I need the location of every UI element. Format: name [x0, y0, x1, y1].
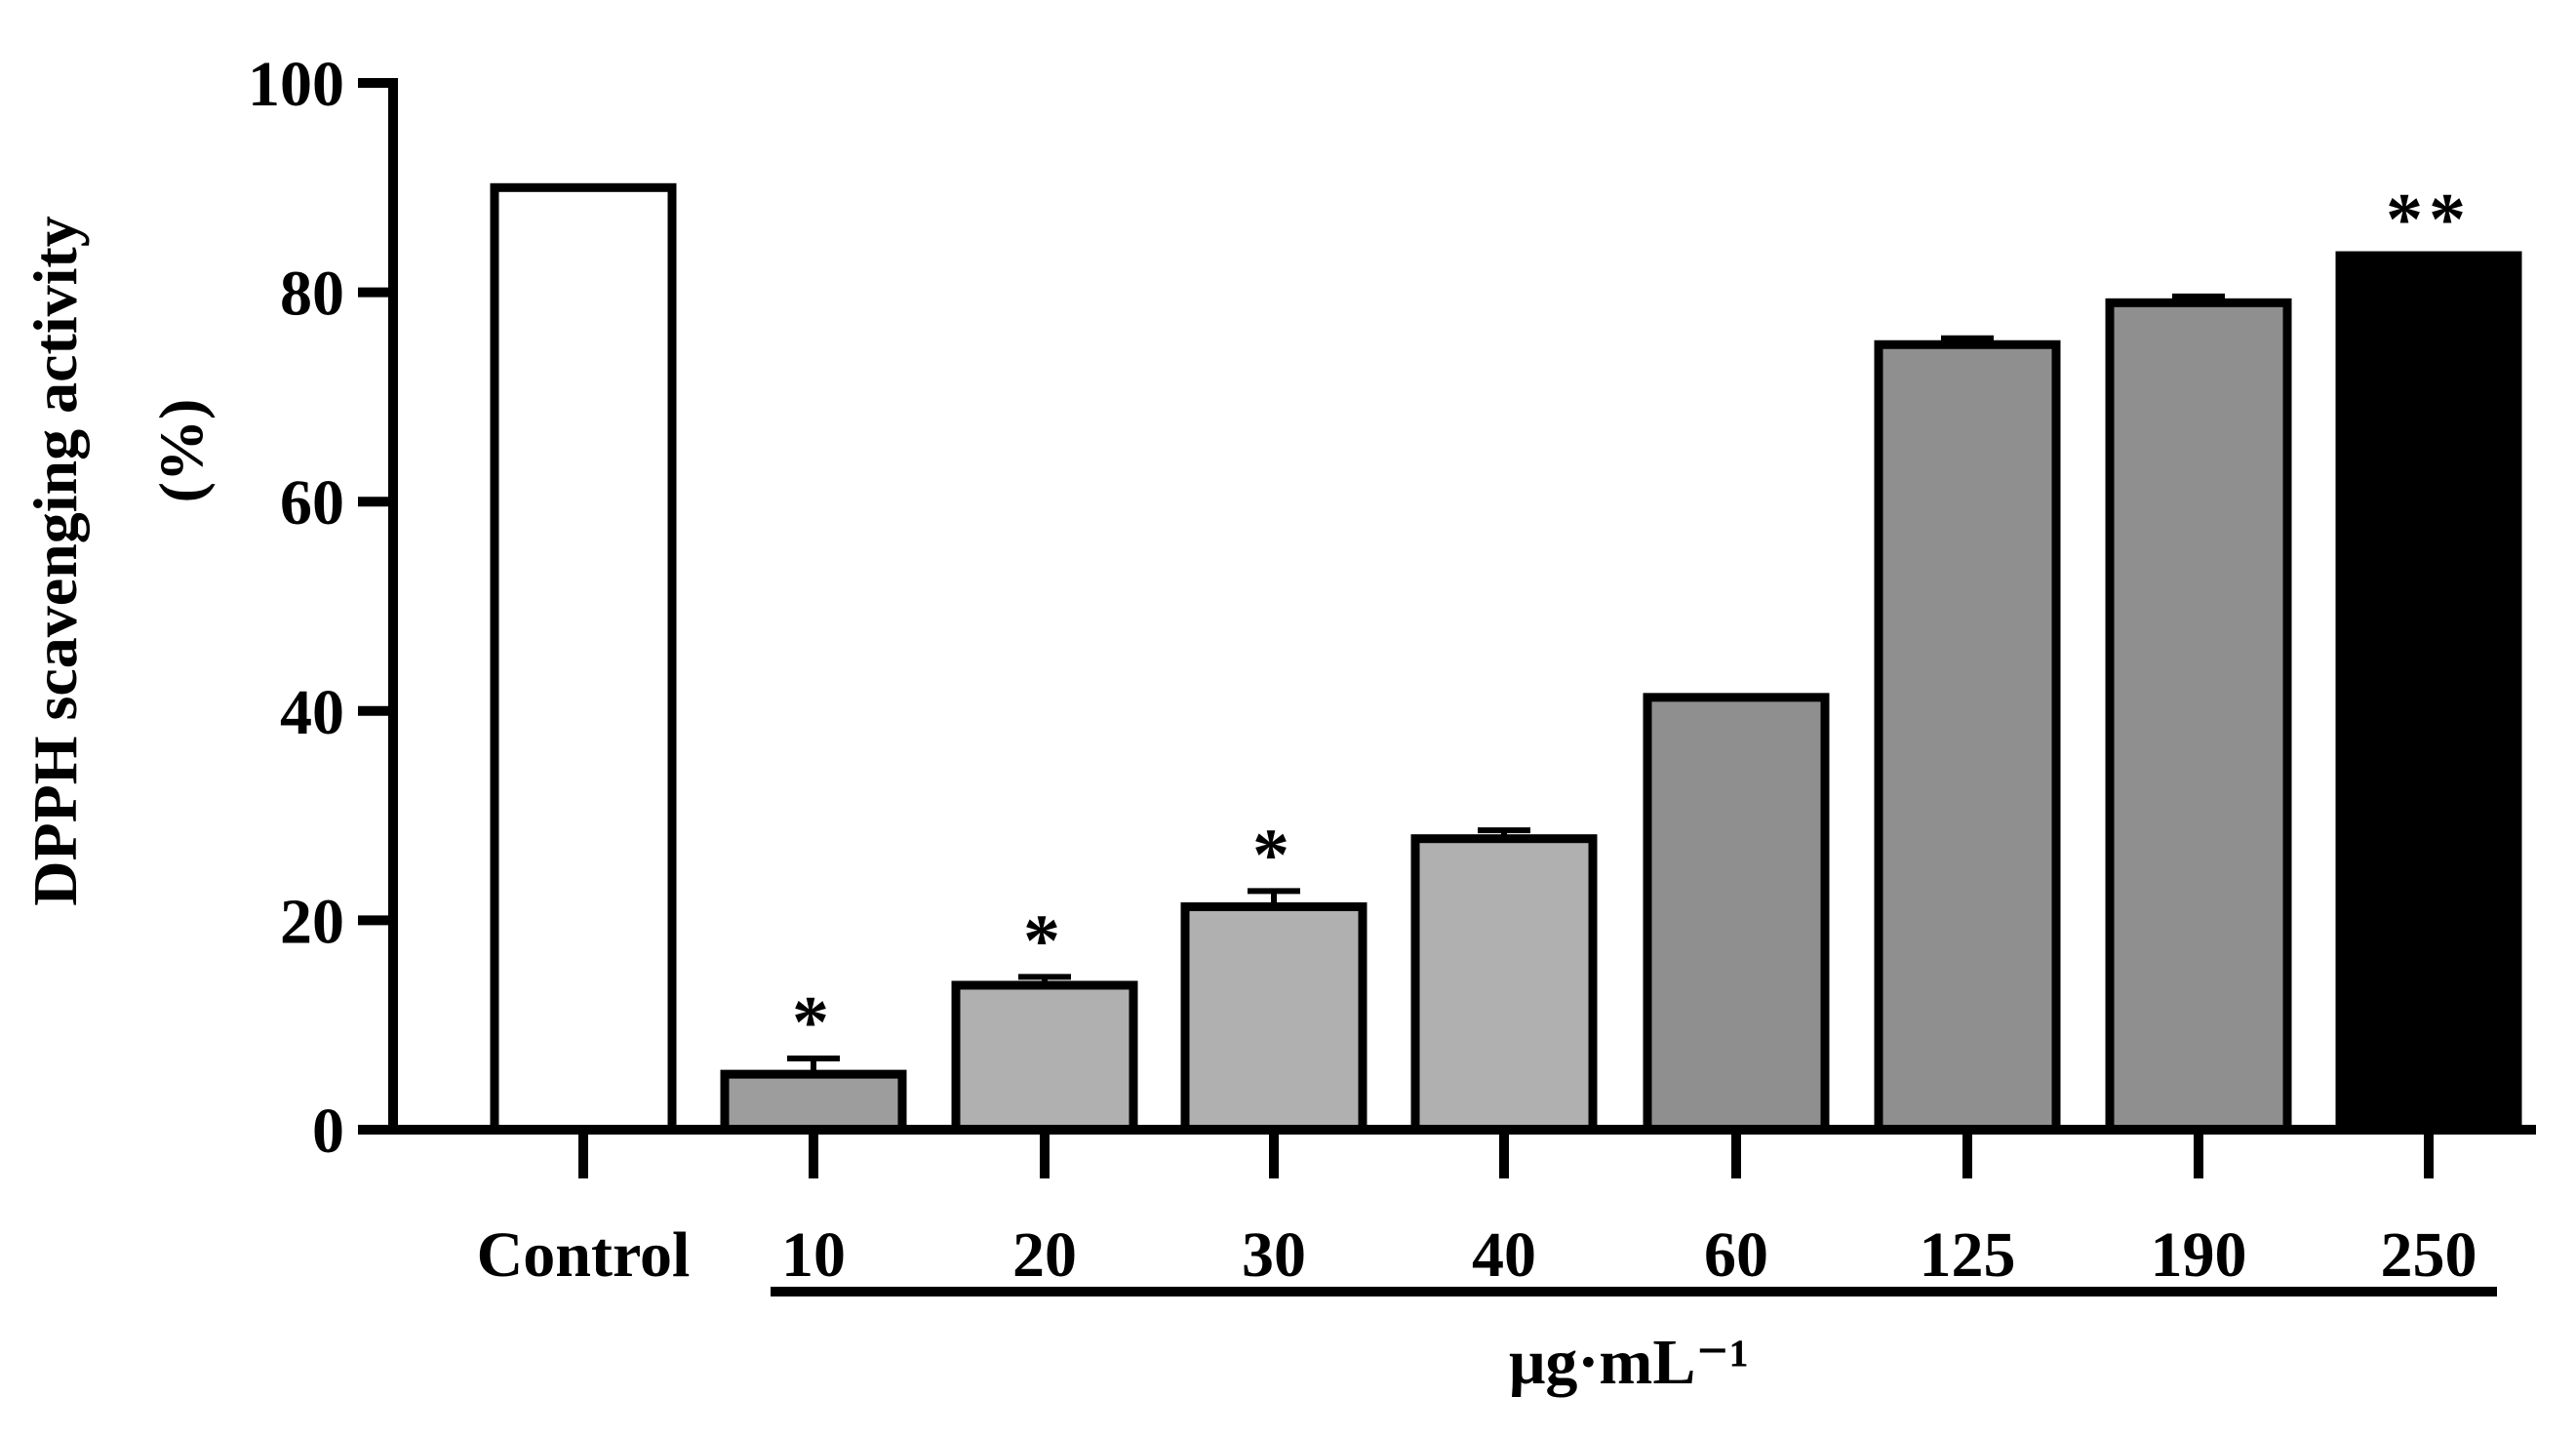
x-axis-label: μg·mL⁻¹ [1509, 1327, 1749, 1398]
significance-marker: * [1252, 814, 1295, 896]
bar [1874, 339, 2061, 1135]
y-tick-label: 80 [280, 259, 344, 330]
y-tick-label: 60 [280, 467, 344, 538]
y-tick-label: 0 [312, 1096, 344, 1167]
x-tick-label: Control [477, 1219, 691, 1291]
y-tick-label: 100 [248, 49, 344, 120]
x-tick-label: 20 [1012, 1219, 1077, 1291]
y-axis-label: DPPH scavenging activity [20, 216, 90, 905]
bar [490, 182, 677, 1135]
annotations: ***** [792, 179, 2472, 1063]
y-tick-label: 40 [280, 677, 344, 748]
x-tick-label: 30 [1242, 1219, 1306, 1291]
significance-marker: * [1023, 899, 1066, 981]
x-tick-label: 190 [2151, 1219, 2247, 1291]
significance-marker: * [792, 981, 835, 1063]
bar [951, 980, 1138, 1135]
x-tick-label: 40 [1472, 1219, 1536, 1291]
bar [1410, 834, 1598, 1135]
y-axis: 0 20 40 60 80 100 [248, 49, 398, 1167]
bar [720, 1069, 907, 1135]
bar [2335, 251, 2522, 1135]
x-tick-label: 60 [1704, 1219, 1768, 1291]
bar [2105, 298, 2292, 1135]
bar [1180, 901, 1367, 1135]
bar [1643, 693, 1830, 1135]
x-tick-label: 125 [1920, 1219, 2016, 1291]
y-tick-label: 20 [280, 886, 344, 957]
x-axis: Control 10 20 30 40 60 125 190 250 [393, 1125, 2536, 1291]
x-tick-label: 250 [2381, 1219, 2477, 1291]
significance-marker: ** [2386, 179, 2472, 260]
y-axis-label-unit: (%) [146, 399, 216, 503]
x-tick-label: 10 [781, 1219, 846, 1291]
